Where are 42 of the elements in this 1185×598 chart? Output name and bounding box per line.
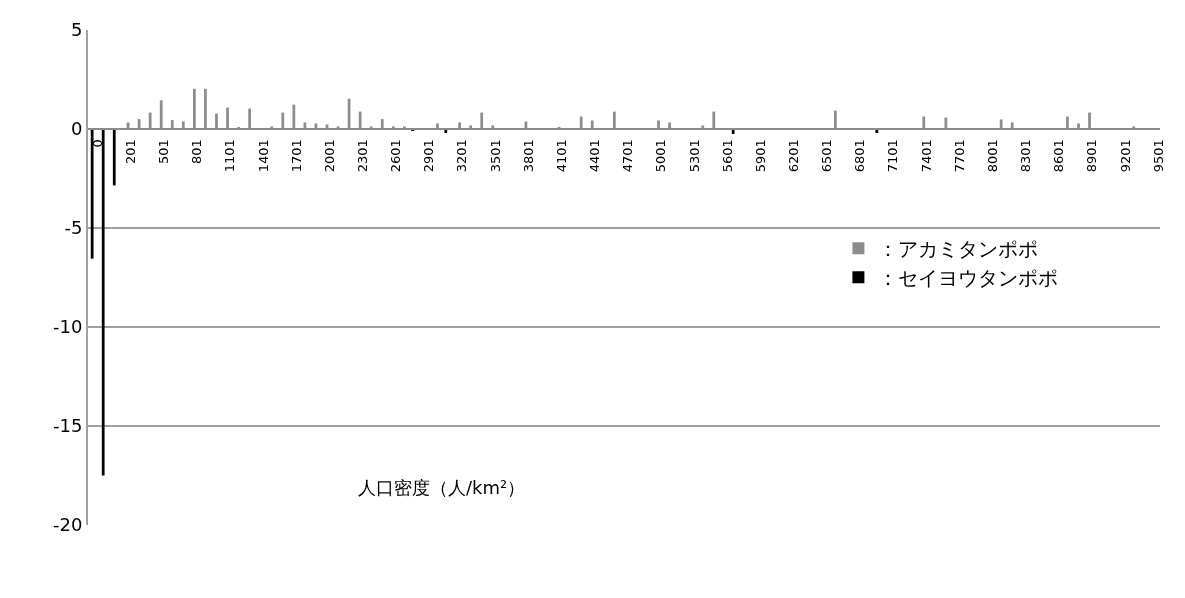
y-tick-label: -15	[52, 415, 83, 437]
x-tick-label: 8001	[984, 139, 1000, 173]
x-tick-label: 6801	[852, 139, 868, 173]
x-tick-label: 5901	[752, 139, 768, 173]
y-tick-label: -20	[52, 514, 83, 536]
x-tick-label: 3801	[520, 139, 536, 173]
y-tick-label: 0	[70, 118, 83, 140]
x-tick-label: 2001	[321, 139, 337, 173]
x-tick-label: 4101	[553, 139, 569, 173]
y-tick-label: -5	[64, 217, 83, 239]
x-tick-label: 5301	[686, 139, 702, 173]
x-tick-label: 7701	[951, 139, 967, 173]
x-tick-label: 1401	[255, 139, 271, 173]
x-tick-label: 3501	[487, 139, 503, 173]
x-tick-label: 3201	[454, 139, 470, 173]
x-tick-label: 2601	[388, 139, 404, 173]
x-tick-label: 6501	[819, 139, 835, 173]
x-tick-label: 201	[122, 139, 138, 165]
x-tick-label: 4401	[587, 139, 603, 173]
x-tick-label: 7401	[918, 139, 934, 173]
x-tick-label: 8901	[1084, 139, 1100, 173]
x-tick-label: 2301	[354, 139, 370, 173]
x-tick-label: 2901	[421, 139, 437, 173]
x-tick-label: 9201	[1117, 139, 1133, 173]
x-tick-label: 501	[156, 139, 172, 165]
x-tick-label: 8601	[1051, 139, 1067, 173]
legend-label: ：アカミタンポポ	[878, 236, 1039, 261]
legend-label: ：セイヨウタンポポ	[878, 265, 1059, 290]
x-axis-title: 人口密度（人/km²）	[358, 477, 526, 498]
x-tick-label: 0	[89, 139, 105, 148]
y-tick-label: -10	[52, 316, 83, 338]
x-tick-label: 5001	[653, 139, 669, 173]
x-tick-label: 801	[189, 139, 205, 165]
x-tick-label: 9501	[1150, 139, 1166, 173]
x-tick-label: 7101	[885, 139, 901, 173]
x-tick-label: 5601	[719, 139, 735, 173]
x-tick-label: 1701	[288, 139, 304, 173]
y-tick-label: 5	[70, 19, 83, 41]
x-tick-label: 8301	[1018, 139, 1034, 173]
x-tick-label: 1101	[222, 139, 238, 173]
x-tick-label: 4701	[620, 139, 636, 173]
x-tick-label: 6201	[785, 139, 801, 173]
